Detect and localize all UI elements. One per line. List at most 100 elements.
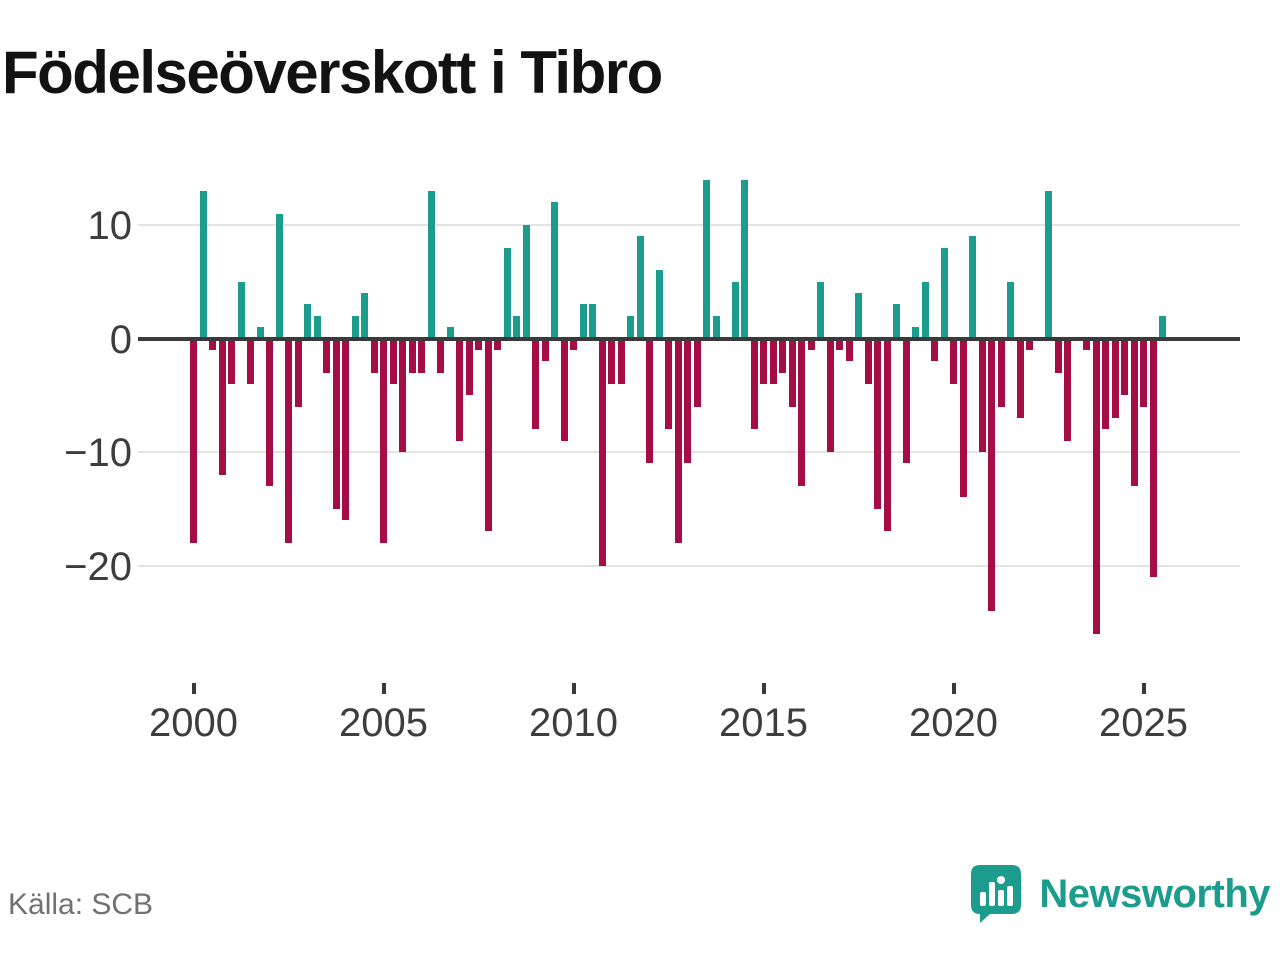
bar (817, 281, 824, 339)
bar (399, 338, 406, 452)
bar (921, 281, 929, 339)
bar (190, 338, 197, 543)
bar (1111, 338, 1119, 418)
bar (389, 338, 397, 384)
bar (750, 338, 758, 430)
bar (665, 338, 672, 430)
bar (902, 338, 910, 464)
bar (351, 315, 359, 339)
x-axis-tick (1141, 683, 1146, 694)
x-axis-tick-label: 2020 (909, 701, 998, 745)
bar (712, 315, 720, 339)
bar (560, 338, 568, 441)
bar (465, 338, 473, 396)
bar (1045, 191, 1052, 339)
bar (437, 338, 444, 373)
x-axis-tick (381, 683, 386, 694)
y-axis-tick-label: 10 (87, 204, 133, 248)
bar (456, 338, 463, 441)
bar (532, 338, 539, 430)
bar (494, 338, 501, 350)
bar (209, 338, 216, 350)
bar (342, 338, 349, 521)
bar (275, 213, 283, 339)
bar (1130, 338, 1138, 486)
bar (855, 293, 862, 339)
bar (294, 338, 302, 407)
bar (912, 327, 919, 339)
bar (598, 338, 606, 566)
bar (570, 338, 577, 350)
bar (1092, 338, 1100, 634)
bar (684, 338, 691, 464)
bar (836, 338, 843, 350)
bar (627, 315, 634, 339)
bar (370, 338, 378, 373)
bar (769, 338, 777, 384)
bar (304, 304, 311, 339)
bar (1159, 315, 1166, 339)
page-title: Födelseöverskott i Tibro (2, 39, 663, 106)
y-axis-tick-label: 0 (109, 317, 132, 362)
bar (1121, 338, 1128, 396)
bar (845, 338, 853, 362)
bar (703, 179, 710, 339)
bar (807, 338, 815, 350)
bar (484, 338, 492, 532)
bar (218, 338, 226, 475)
bar (503, 247, 511, 339)
bar (874, 338, 881, 509)
x-axis-tick (761, 683, 766, 694)
bar (361, 293, 368, 339)
bar (589, 304, 596, 339)
x-axis-tick (951, 683, 956, 694)
bar (741, 179, 748, 339)
bar (332, 338, 340, 509)
bar (893, 304, 900, 339)
bar (779, 338, 786, 373)
bar (1083, 338, 1090, 350)
bar (1054, 338, 1062, 373)
bar (513, 315, 520, 339)
x-axis-tick-label: 2015 (719, 701, 808, 745)
bar (864, 338, 872, 384)
bar (608, 338, 615, 384)
source-note: Källa: SCB (8, 888, 154, 921)
bar (199, 191, 207, 339)
bar (1016, 338, 1024, 418)
x-axis-tick-label: 2025 (1099, 701, 1188, 745)
bar (237, 281, 245, 339)
bar (408, 338, 416, 373)
bar (655, 270, 663, 339)
bar (950, 338, 957, 384)
x-axis-tick (191, 683, 196, 694)
bar (313, 315, 321, 339)
bar (617, 338, 625, 384)
bar (522, 225, 530, 339)
x-axis-tick-label: 2005 (339, 701, 428, 745)
newsworthy-wordmark: Newsworthy (1039, 872, 1270, 916)
bar (798, 338, 805, 486)
x-axis-tick-label: 2000 (149, 701, 238, 745)
bar (256, 327, 264, 339)
bar (228, 338, 235, 384)
bar (997, 338, 1005, 407)
bar (475, 338, 482, 350)
zero-line (138, 336, 1240, 341)
bar (285, 338, 292, 543)
y-axis-tick-label: −10 (64, 431, 132, 475)
bar (969, 236, 976, 339)
bar (1140, 338, 1147, 407)
bar (959, 338, 967, 498)
bar (1064, 338, 1071, 441)
bar (551, 202, 558, 339)
bar (418, 338, 425, 373)
gridline (138, 224, 1240, 226)
bar (1102, 338, 1109, 430)
bar (1007, 281, 1014, 339)
x-axis-tick (571, 683, 576, 694)
bar (826, 338, 834, 452)
bar (1149, 338, 1157, 577)
